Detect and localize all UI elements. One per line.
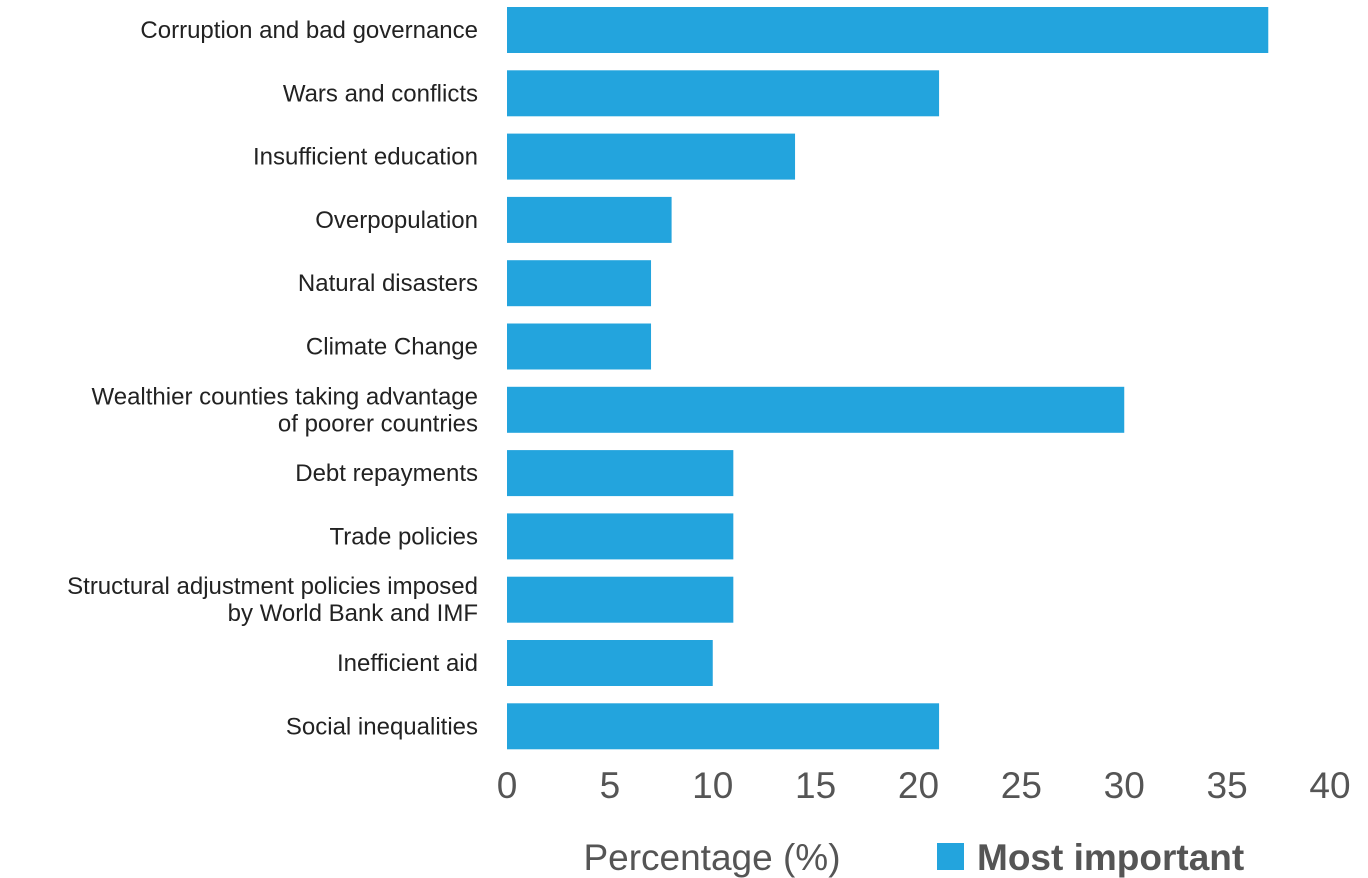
x-axis-title: Percentage (%) [583,837,840,878]
x-tick-label: 20 [898,765,939,806]
x-tick-label: 35 [1207,765,1248,806]
bar [507,196,672,243]
category-label: Wealthier counties taking advantage of po… [92,383,478,437]
category-label: Structural adjustment policies imposed by… [67,573,478,627]
category-label: Inefficient aid [337,650,478,677]
x-tick-label: 5 [600,765,621,806]
x-tick-label: 10 [692,765,733,806]
bar [507,513,734,560]
bar [507,7,1269,53]
bar [507,386,1125,433]
x-tick-label: 15 [795,765,836,806]
bar [507,323,652,370]
category-label: Trade policies [329,523,478,550]
legend: Most important [937,837,1244,878]
legend-swatch [937,843,964,870]
category-label: Social inequalities [286,713,478,740]
category-label: Insufficient education [253,144,478,171]
category-label: Natural disasters [298,270,478,297]
bars-group [507,7,1269,750]
category-label: Wars and conflicts [283,80,478,107]
x-tick-label: 25 [1001,765,1042,806]
category-label: Debt repayments [295,460,478,487]
x-axis-ticks: 0 5 10 15 20 25 30 35 40 [497,765,1351,806]
bar [507,70,940,117]
legend-label: Most important [977,837,1244,878]
category-labels: Corruption and bad governance Wars and co… [67,17,478,740]
x-tick-label: 30 [1104,765,1145,806]
category-label: Climate Change [306,334,478,361]
category-label: Corruption and bad governance [140,17,478,44]
category-label: Overpopulation [315,207,478,234]
bar [507,576,734,623]
bar [507,450,734,497]
bar [507,703,940,750]
bar [507,133,796,180]
bar [507,640,713,686]
x-tick-label: 40 [1309,765,1350,806]
x-tick-label: 0 [497,765,518,806]
bar [507,260,652,307]
